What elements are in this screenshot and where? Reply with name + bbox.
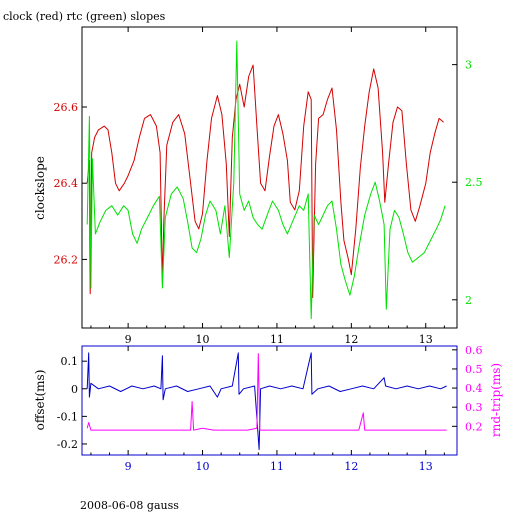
bottom-panel: 9 10 11 12 13 -0.2 -0.1 0 0.1 0.2 0.3 0.4 0.5 0.6 o… [33,344,503,473]
top-y2-ticks: 22.53 [452,59,483,307]
bottom-plot-frame [81,345,458,456]
top-y-ticks: 26.2 26.4 26.6 [54,101,87,266]
top-y-tick-label: 26.6 [54,101,79,114]
top-x-ticks: 9 10 11 12 13 [90,27,445,346]
bottom-y-axis-label: offset(ms) [33,370,47,431]
bot-y2-tick-label: 0.2 [465,420,483,433]
series-offset-line [86,352,447,450]
top-y-tick-label: 26.2 [54,253,79,266]
bot-y-tick-label: -0.2 [57,438,78,451]
top-y2-tick-label: 3 [465,59,472,72]
bottom-series [86,352,447,450]
top-y-tick-label: 26.4 [54,177,79,190]
bottom-y2-axis-label: rnd-trip(ms) [489,363,503,437]
top-y2-tick-label: 2 [465,294,472,307]
top-plot-frame [81,26,458,329]
top-y-axis-label: clockslope [33,156,47,220]
bot-y-tick-label: 0.1 [61,355,79,368]
top-x-tick-label: 9 [125,333,132,346]
bot-y-tick-label: 0 [71,383,78,396]
series-rnd-trip-line [86,353,447,431]
top-x-tick-label: 10 [196,333,210,346]
bot-y2-tick-label: 0.6 [465,344,483,357]
bottom-y-ticks: -0.2 -0.1 0 0.1 [57,355,87,451]
bot-y-tick-label: -0.1 [57,410,78,423]
bot-y2-tick-label: 0.5 [465,363,483,376]
series-clock-line [86,64,444,298]
series-rtc-line [86,40,446,320]
bot-x-tick-label: 11 [270,460,284,473]
top-x-tick-label: 12 [344,333,358,346]
bottom-y2-ticks: 0.2 0.3 0.4 0.5 0.6 [452,344,483,433]
top-panel: 9 10 11 12 13 26.226.426.6 22.53 clockslope [33,26,483,346]
top-y2-tick-label: 2.5 [465,176,483,189]
bot-x-tick-label: 12 [344,460,358,473]
top-x-tick-label: 13 [419,333,433,346]
figure-footer: 2008-06-08 gauss [80,499,179,512]
bot-x-tick-label: 9 [125,460,132,473]
top-x-tick-label: 11 [270,333,284,346]
bot-x-tick-label: 10 [196,460,210,473]
top-series [86,40,446,320]
bottom-x-ticks: 9 10 11 12 13 [90,346,445,473]
bot-y2-tick-label: 0.3 [465,401,483,414]
bot-y2-tick-label: 0.4 [465,382,483,395]
figure-title: clock (red) rtc (green) slopes [3,10,166,23]
bot-x-tick-label: 13 [419,460,433,473]
